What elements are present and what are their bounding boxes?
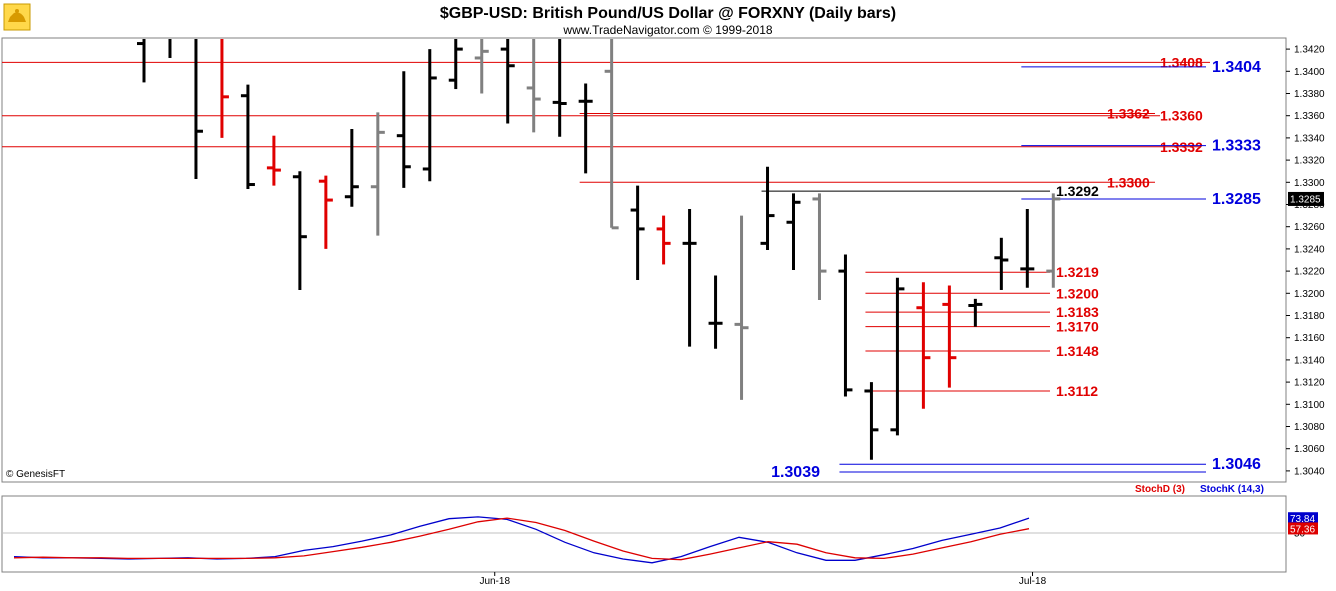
price-tick-label: 1.3180 [1294, 311, 1325, 322]
price-tick-label: 1.3240 [1294, 244, 1325, 255]
genie-lamp-icon [3, 3, 31, 31]
level-label-1.3408: 1.3408 [1160, 54, 1203, 70]
last-d-tag [1288, 522, 1318, 535]
ohlc-bar [760, 166, 775, 251]
price-tick-label: 1.3360 [1294, 111, 1325, 122]
ohlc-bar [968, 298, 983, 327]
stochastic-panel [1, 495, 1287, 573]
ohlc-bar [734, 215, 749, 400]
ohlc-bar [916, 282, 931, 409]
price-tick-label: 1.3120 [1294, 378, 1325, 389]
price-tick-label: 1.3040 [1294, 466, 1325, 477]
date-tick-label: Jul-18 [1019, 576, 1047, 587]
ohlc-bar [1046, 193, 1061, 288]
ohlc-bar [474, 39, 489, 94]
ohlc-bar [786, 193, 801, 270]
price-tick-label: 1.3060 [1294, 444, 1325, 455]
chart-title: $GBP-USD: British Pound/US Dollar @ FORX… [440, 5, 896, 22]
ohlc-bar [1020, 208, 1035, 288]
last-price-tag [1288, 191, 1324, 206]
ohlc-bar [864, 382, 879, 460]
level-label-1.3200: 1.3200 [1056, 285, 1099, 301]
date-axis: Jun-18 Jul-18 [479, 572, 1047, 587]
ohlc-bar [318, 175, 333, 249]
ohlc-bar [656, 215, 671, 265]
price-tick-label: 1.3260 [1294, 222, 1325, 233]
last-price-label: 1.3285 [1290, 194, 1321, 205]
price-tick-label: 1.3380 [1294, 89, 1325, 100]
ohlc-bar [942, 285, 957, 388]
price-tick-label: 1.3340 [1294, 133, 1325, 144]
price-tick-label: 1.3160 [1294, 333, 1325, 344]
ohlc-bar [292, 171, 307, 290]
last-d-label: 57.36 [1290, 524, 1315, 535]
ohlc-bar [370, 112, 385, 236]
stochastic-lines [2, 516, 1286, 564]
level-label-1.3362: 1.3362 [1107, 105, 1150, 121]
ohlc-bar [220, 39, 229, 138]
ohlc-bar [604, 39, 619, 230]
ohlc-bar [194, 39, 203, 179]
price-tick-label: 1.3100 [1294, 400, 1325, 411]
price-tick-label: 1.3420 [1294, 45, 1325, 56]
ohlc-bar [994, 237, 1009, 290]
ohlc-bar [137, 39, 146, 83]
level-label-1.3300: 1.3300 [1107, 174, 1150, 190]
ohlc-bar [890, 277, 905, 436]
ohlc-bar [240, 84, 255, 189]
price-panel [1, 37, 1287, 483]
ohlc-bar [266, 135, 281, 186]
ohlc-bar [344, 129, 359, 207]
level-label-1.3112: 1.3112 [1056, 383, 1098, 399]
ohlc-bar [500, 39, 515, 124]
date-tick-label: Jun-18 [479, 576, 510, 587]
copyright-label: © GenesisFT [6, 469, 65, 480]
price-axis: 1.3420 1.3400 1.3380 1.3360 1.3340 1.3320 1.33… [1286, 45, 1325, 477]
last-k-tag [1288, 512, 1318, 525]
price-tick-label: 1.3080 [1294, 422, 1325, 433]
ohlc-bar [578, 83, 593, 174]
price-tick-label: 1.3220 [1294, 267, 1325, 278]
price-tick-label: 1.3200 [1294, 289, 1325, 300]
legend-stoch-k: StochK (14,3) [1200, 484, 1264, 495]
ohlc-bar [396, 71, 411, 188]
level-label-1.3404: 1.3404 [1212, 59, 1261, 76]
price-tick-label: 1.3320 [1294, 156, 1325, 167]
level-label-1.3046: 1.3046 [1212, 456, 1261, 473]
stochastic-legend: StochD (3) StochK (14,3) [1135, 484, 1264, 495]
level-label-1.3285: 1.3285 [1212, 191, 1261, 208]
ohlc-bar [812, 193, 827, 300]
last-k-label: 73.84 [1290, 514, 1315, 525]
ohlc-bar [682, 208, 697, 347]
level-label-1.3148: 1.3148 [1056, 343, 1099, 359]
level-label-1.3170: 1.3170 [1056, 319, 1099, 335]
stoch-d-line [13, 517, 1030, 561]
level-label-1.3219: 1.3219 [1056, 264, 1099, 280]
price-tick-label: 1.3140 [1294, 355, 1325, 366]
ohlc-bar [526, 39, 541, 133]
level-label-1.3183: 1.3183 [1056, 304, 1099, 320]
ohlc-bar [838, 254, 853, 397]
price-tick-label: 1.3400 [1294, 67, 1325, 78]
level-label-1.3292: 1.3292 [1056, 183, 1099, 199]
legend-stoch-d: StochD (3) [1135, 484, 1185, 495]
ohlc-bar [630, 185, 645, 280]
ohlc-bar [708, 275, 723, 349]
level-label-1.3333: 1.3333 [1212, 138, 1261, 155]
ohlc-bars [137, 39, 1061, 460]
ohlc-bar [552, 39, 567, 137]
level-label-1.3360: 1.3360 [1160, 108, 1203, 124]
ohlc-bar [448, 39, 463, 90]
level-label-1.3039: 1.3039 [771, 464, 820, 481]
price-levels: 1.3408 1.3404 1.3362 1.3360 1.3332 1.3333 1.33… [2, 54, 1261, 481]
chart-subtitle: www.TradeNavigator.com © 1999-2018 [562, 23, 772, 37]
ohlc-bar [422, 49, 437, 182]
level-label-1.3332: 1.3332 [1160, 139, 1203, 155]
price-tick-label: 1.3300 [1294, 178, 1325, 189]
